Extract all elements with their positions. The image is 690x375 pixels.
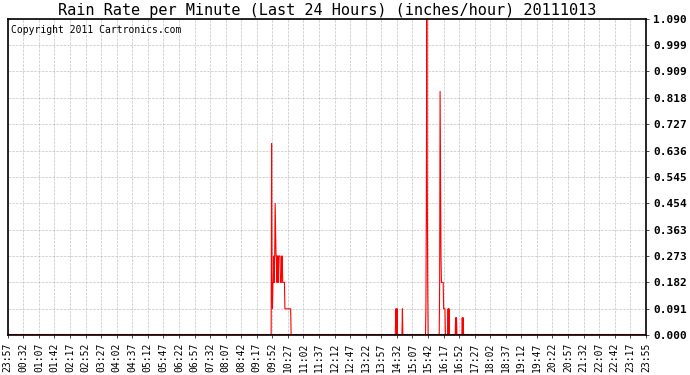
Text: Copyright 2011 Cartronics.com: Copyright 2011 Cartronics.com (11, 25, 181, 35)
Title: Rain Rate per Minute (Last 24 Hours) (inches/hour) 20111013: Rain Rate per Minute (Last 24 Hours) (in… (58, 3, 596, 18)
